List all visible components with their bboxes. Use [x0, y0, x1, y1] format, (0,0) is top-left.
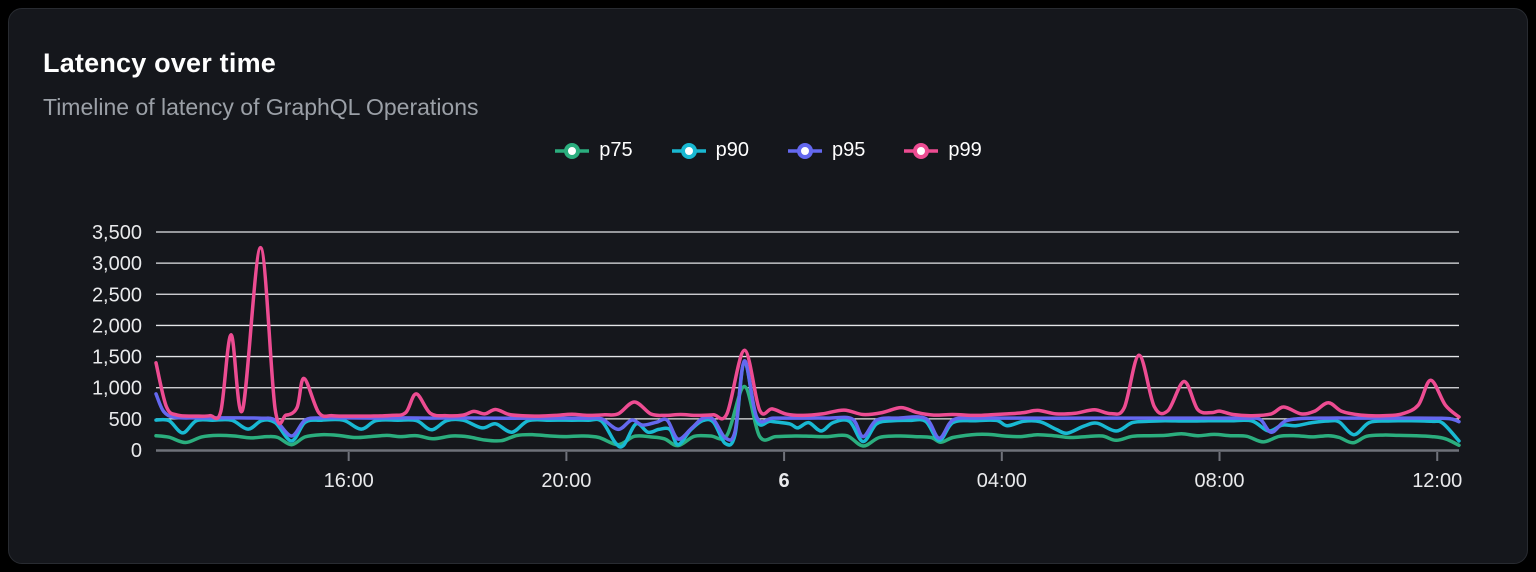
latency-chart-card: Latency over time Timeline of latency of…: [8, 8, 1528, 564]
series-line-p75: [154, 384, 1461, 448]
x-tick-label: 6: [779, 470, 790, 492]
chart-title: Latency over time: [43, 48, 276, 78]
legend-marker-p95: [788, 142, 822, 159]
legend-marker-p99: [904, 142, 939, 159]
legend-label-p95: p95: [832, 139, 866, 161]
y-tick-label: 1,000: [92, 378, 142, 400]
y-tick-label: 1,500: [92, 347, 142, 369]
legend-marker-p90: [671, 142, 706, 159]
x-tick-label: 08:00: [1194, 470, 1244, 492]
legend-item-p75[interactable]: p75: [554, 139, 633, 162]
series-line-p90: [154, 359, 1461, 449]
legend-marker-p75: [555, 142, 590, 159]
y-tick-label: 0: [131, 440, 142, 462]
chart-svg[interactable]: 0 500 1,000 1,500 2,000 2,500 3,000 3,500 16:00 2…: [9, 222, 1528, 523]
legend-label-p99: p99: [948, 139, 982, 161]
x-tick-label: 16:00: [324, 470, 374, 492]
legend-item-p95[interactable]: p95: [787, 139, 865, 162]
x-tick-label: 12:00: [1412, 470, 1462, 492]
legend-label-p90: p90: [715, 139, 749, 161]
legend-item-p99[interactable]: p99: [903, 139, 982, 162]
y-tick-label: 2,500: [92, 284, 142, 306]
x-tick-label: 04:00: [977, 470, 1027, 492]
y-tick-label: 3,500: [92, 223, 142, 244]
y-tick-label: 3,000: [92, 253, 142, 275]
y-tick-label: 2,000: [92, 315, 142, 337]
legend-item-p90[interactable]: p90: [671, 139, 749, 162]
x-tick-label: 20:00: [541, 470, 591, 492]
chart-subtitle: Timeline of latency of GraphQL Operation…: [43, 94, 479, 120]
series-line-p99: [154, 245, 1461, 426]
chart-plot-area[interactable]: 0 500 1,000 1,500 2,000 2,500 3,000 3,500 16:00 2…: [9, 222, 1528, 523]
chart-legend: p75 p90 p95 p99: [9, 139, 1527, 162]
y-tick-label: 500: [109, 409, 142, 431]
series-line-p95: [154, 359, 1461, 442]
legend-label-p75: p75: [599, 139, 633, 161]
